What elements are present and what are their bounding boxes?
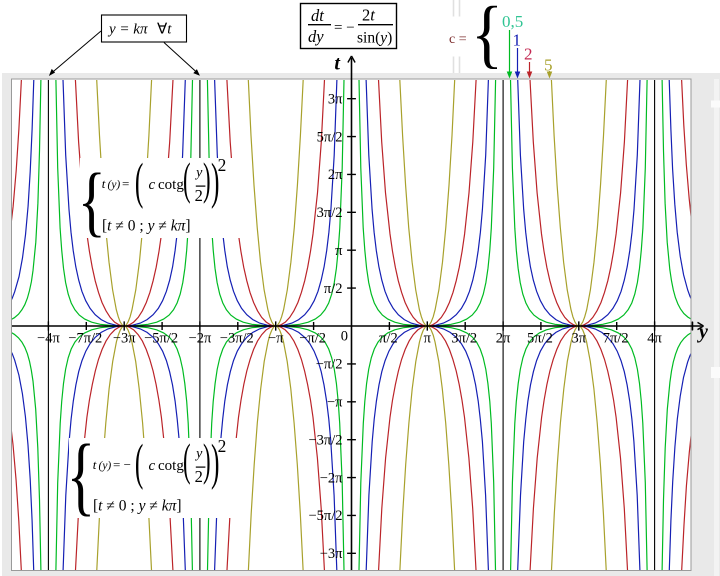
- svg-text:(: (: [135, 433, 143, 490]
- svg-text:): ): [211, 433, 219, 490]
- svg-text:cotg: cotg: [158, 177, 184, 193]
- svg-text:−7π/2: −7π/2: [68, 331, 102, 347]
- svg-text:sin(y): sin(y): [357, 30, 392, 47]
- svg-text:7π/2: 7π/2: [603, 331, 629, 347]
- svg-text:y: y: [194, 446, 203, 461]
- svg-text:(y): (y): [108, 179, 121, 191]
- svg-text:=: =: [122, 176, 129, 191]
- svg-text:5: 5: [544, 56, 553, 75]
- svg-text:−π: −π: [327, 395, 343, 411]
- svg-text:(: (: [183, 435, 191, 486]
- svg-text:y: y: [697, 321, 708, 343]
- svg-text:π/2: π/2: [324, 281, 343, 297]
- svg-text:0,5: 0,5: [502, 12, 523, 31]
- svg-text:{: {: [67, 427, 96, 524]
- svg-text:π/2: π/2: [379, 331, 398, 347]
- svg-text:{: {: [471, 0, 503, 76]
- svg-text:−3π/2: −3π/2: [220, 331, 254, 347]
- svg-text:−π: −π: [268, 331, 284, 347]
- svg-text:−3π/2: −3π/2: [308, 433, 342, 449]
- svg-text:= −: = −: [334, 20, 355, 36]
- svg-text:(: (: [135, 152, 143, 209]
- svg-text:0: 0: [341, 329, 348, 345]
- svg-text:2: 2: [524, 45, 533, 64]
- svg-text:1: 1: [513, 31, 522, 50]
- svg-text:t: t: [93, 457, 97, 472]
- svg-text:2: 2: [195, 467, 203, 486]
- svg-text:−4π: −4π: [37, 331, 60, 347]
- svg-text:(: (: [183, 154, 191, 205]
- svg-text:y: y: [194, 165, 203, 180]
- svg-text:c =: c =: [449, 32, 467, 47]
- svg-text:2: 2: [218, 155, 227, 175]
- svg-text:−2π: −2π: [189, 331, 212, 347]
- svg-text:dy: dy: [308, 27, 324, 46]
- svg-text:(y): (y): [99, 460, 112, 472]
- svg-text:4π: 4π: [647, 331, 662, 347]
- svg-text:−5π/2: −5π/2: [144, 331, 178, 347]
- svg-text:[t ≠ 0 ; y ≠ kπ]: [t ≠ 0 ; y ≠ kπ]: [102, 218, 191, 235]
- svg-text:2π: 2π: [328, 167, 343, 183]
- svg-text:): ): [211, 152, 219, 209]
- svg-text:3π: 3π: [572, 331, 587, 347]
- svg-text:2t: 2t: [362, 6, 375, 25]
- svg-text:dt: dt: [311, 6, 324, 25]
- svg-text:2: 2: [218, 436, 227, 456]
- svg-text:c: c: [149, 177, 156, 193]
- svg-text:c: c: [149, 458, 156, 474]
- svg-text:∀t: ∀t: [157, 22, 172, 38]
- svg-text:π: π: [335, 243, 343, 259]
- svg-text:−3π: −3π: [320, 546, 343, 562]
- svg-text:y = kπ: y = kπ: [107, 22, 148, 38]
- svg-text:5π/2: 5π/2: [317, 129, 343, 145]
- svg-text:2π: 2π: [496, 331, 511, 347]
- svg-text:[t ≠ 0 ; y ≠ kπ]: [t ≠ 0 ; y ≠ kπ]: [93, 498, 182, 515]
- svg-text:−5π/2: −5π/2: [308, 508, 342, 524]
- svg-text:5π/2: 5π/2: [527, 331, 553, 347]
- svg-text:{: {: [78, 158, 106, 244]
- svg-text:= −: = −: [113, 457, 131, 472]
- svg-text:t: t: [102, 176, 106, 191]
- svg-text:3π: 3π: [328, 92, 343, 108]
- svg-text:3π/2: 3π/2: [317, 205, 343, 221]
- svg-text:2: 2: [195, 186, 203, 205]
- svg-text:): ): [203, 154, 211, 205]
- svg-text:3π/2: 3π/2: [451, 331, 477, 347]
- svg-text:): ): [203, 435, 211, 486]
- svg-text:−π/2: −π/2: [316, 357, 343, 373]
- svg-text:t: t: [334, 53, 341, 75]
- svg-text:−π/2: −π/2: [299, 331, 326, 347]
- svg-text:−2π: −2π: [320, 470, 343, 486]
- svg-text:cotg: cotg: [158, 458, 184, 474]
- svg-text:−3π: −3π: [113, 331, 136, 347]
- svg-text:π: π: [424, 331, 432, 347]
